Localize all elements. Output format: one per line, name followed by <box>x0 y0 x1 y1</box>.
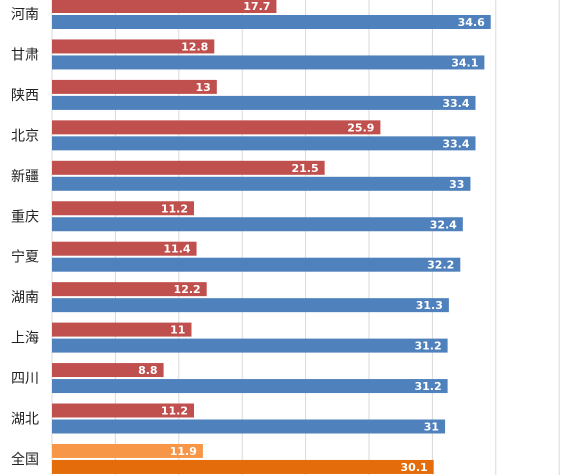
bar <box>52 0 277 13</box>
category-label: 四川 <box>11 371 39 387</box>
data-label: 31 <box>424 421 439 434</box>
data-label: 12.2 <box>174 283 201 296</box>
data-label: 12.8 <box>181 40 208 53</box>
bar <box>52 459 434 474</box>
bar <box>52 95 476 110</box>
bar <box>52 419 446 434</box>
category-label: 上海 <box>11 331 39 347</box>
data-label: 33 <box>449 178 464 191</box>
data-label: 32.2 <box>427 259 454 272</box>
bar <box>52 298 449 313</box>
category-label: 重庆 <box>11 209 39 225</box>
category-label: 全国 <box>11 451 39 468</box>
data-label: 33.4 <box>442 137 469 150</box>
data-label: 33.4 <box>442 97 469 110</box>
bar <box>52 79 217 94</box>
bar <box>52 55 485 70</box>
bar <box>52 338 448 353</box>
data-label: 30.1 <box>401 461 428 474</box>
bar <box>52 403 195 418</box>
data-label: 25.9 <box>347 121 374 134</box>
data-label: 31.3 <box>416 299 443 312</box>
bar <box>52 160 325 175</box>
data-label: 11.9 <box>170 445 197 458</box>
bar <box>52 120 381 135</box>
category-label: 宁夏 <box>11 249 39 266</box>
data-label: 11.2 <box>161 405 188 418</box>
value-labels: 17.7 34.6 12.8 34.1 13 33.4 25.9 33.4 21.5 33 11.2… <box>138 0 485 474</box>
data-label: 11 <box>170 324 185 337</box>
category-label: 新疆 <box>11 169 39 185</box>
bar <box>52 257 461 272</box>
bar <box>52 217 463 232</box>
bar <box>52 282 207 297</box>
data-label: 17.7 <box>243 0 270 13</box>
bar <box>52 201 195 216</box>
category-label: 陕西 <box>11 88 39 104</box>
bar <box>52 176 471 191</box>
category-label: 北京 <box>11 128 39 144</box>
data-label: 31.2 <box>414 380 441 393</box>
category-label: 湖南 <box>11 290 39 306</box>
bar <box>52 241 197 256</box>
bar <box>52 136 476 151</box>
data-label: 8.8 <box>138 364 158 377</box>
category-label: 甘肃 <box>11 47 39 63</box>
data-label: 31.2 <box>414 340 441 353</box>
category-label: 河南 <box>11 7 39 23</box>
data-label: 11.2 <box>161 202 188 215</box>
data-label: 34.1 <box>451 56 478 69</box>
category-label: 湖北 <box>11 412 39 428</box>
data-label: 32.4 <box>430 218 457 231</box>
bar <box>52 322 192 337</box>
data-label: 21.5 <box>291 162 318 175</box>
bar <box>52 363 164 378</box>
data-label: 11.4 <box>163 243 190 256</box>
bar <box>52 379 448 394</box>
bar <box>52 15 491 29</box>
gridlines <box>51 0 560 475</box>
bars <box>52 0 491 474</box>
bar <box>52 443 203 458</box>
data-label: 34.6 <box>458 16 485 29</box>
data-label: 13 <box>196 81 211 94</box>
bar <box>52 39 215 54</box>
